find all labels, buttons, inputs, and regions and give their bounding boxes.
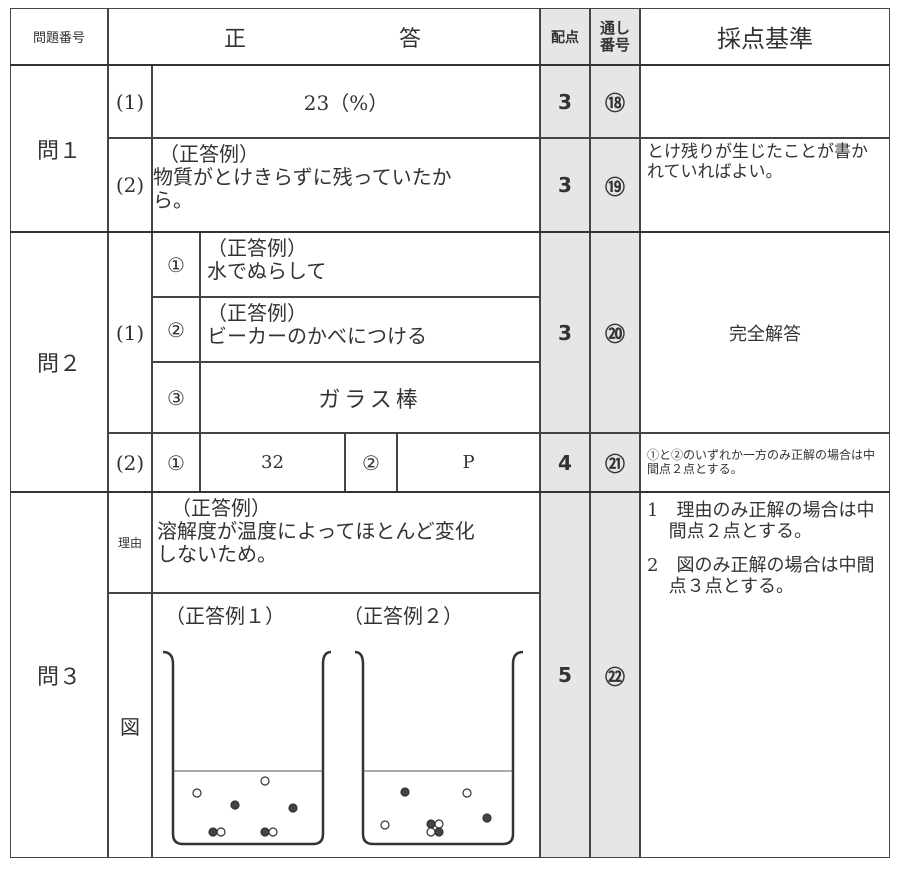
item-no: ② — [152, 297, 200, 362]
criteria — [640, 65, 890, 138]
criteria-item: 1 理由のみ正解の場合は中間点２点とする。 — [647, 500, 875, 542]
answer-text: ビーカーのかべにつける — [207, 324, 427, 348]
answer: 23（%） — [152, 65, 540, 138]
serial: ⑳ — [590, 232, 640, 433]
points: 5 — [540, 492, 590, 858]
rule — [10, 64, 890, 66]
reason: （正答例） 溶解度が温度によってほとんど変化しないため。 — [152, 492, 540, 593]
criteria: 1 理由のみ正解の場合は中間点２点とする。 2 図のみ正解の場合は中間点３点とす… — [640, 492, 890, 858]
item-no: ① — [152, 433, 200, 492]
serial: ⑱ — [590, 65, 640, 138]
serial: ㉒ — [590, 492, 640, 858]
points: 3 — [540, 65, 590, 138]
header-points: 配点 — [540, 8, 590, 65]
figure-label: 図 — [108, 593, 152, 858]
item-no: ② — [345, 433, 397, 492]
header-criteria: 採点基準 — [640, 8, 890, 65]
answer: 32 — [200, 433, 345, 492]
criteria: とけ残りが生じたことが書かれていればよい。 — [640, 138, 890, 232]
example: （正答例） — [159, 142, 259, 166]
criteria: ①と②のいずれか一方のみ正解の場合は中間点２点とする。 — [640, 433, 890, 492]
sub: (1) — [108, 65, 152, 138]
reason-label: 理由 — [108, 492, 152, 593]
item-no: ③ — [152, 362, 200, 433]
example: （正答例） — [207, 301, 307, 325]
header-question-no: 問題番号 — [10, 8, 108, 65]
rule — [10, 491, 890, 493]
header-serial: 通し番号 — [590, 8, 640, 65]
points: 3 — [540, 138, 590, 232]
criteria-item: 2 図のみ正解の場合は中間点３点とする。 — [647, 555, 875, 598]
answer: P — [397, 433, 540, 492]
figure-example: （正答例２） — [343, 604, 463, 628]
sub: (2) — [108, 433, 152, 492]
example: （正答例） — [171, 496, 271, 520]
item-answer: （正答例） 水でぬらして — [200, 232, 540, 297]
header-answer: 正 答 — [108, 8, 540, 65]
item-answer: ガラス棒 — [200, 362, 540, 433]
sub: (1) — [108, 232, 152, 433]
q1-label: 問１ — [10, 65, 108, 232]
reason-text: 溶解度が温度によってほとんど変化しないため。 — [157, 519, 475, 566]
example: （正答例） — [207, 236, 307, 260]
figure: （正答例１） （正答例２） — [152, 593, 540, 858]
rule — [10, 231, 890, 233]
points: 4 — [540, 433, 590, 492]
q2-label: 問２ — [10, 232, 108, 492]
answer-text: 水でぬらして — [207, 259, 327, 283]
serial: ⑲ — [590, 138, 640, 232]
figure-example: （正答例１） — [165, 604, 285, 628]
serial: ㉑ — [590, 433, 640, 492]
criteria: 完全解答 — [640, 232, 890, 433]
answer: （正答例） 物質がとけきらずに残っていたから。 — [152, 138, 540, 232]
item-no: ① — [152, 232, 200, 297]
q3-label: 問３ — [10, 492, 108, 858]
header-answer-1: 正 — [224, 26, 247, 52]
header-answer-2: 答 — [399, 26, 422, 52]
item-answer: （正答例） ビーカーのかべにつける — [200, 297, 540, 362]
sub: (2) — [108, 138, 152, 232]
answer-text: 物質がとけきらずに残っていたから。 — [153, 165, 452, 212]
beakers — [162, 650, 524, 846]
points: 3 — [540, 232, 590, 433]
